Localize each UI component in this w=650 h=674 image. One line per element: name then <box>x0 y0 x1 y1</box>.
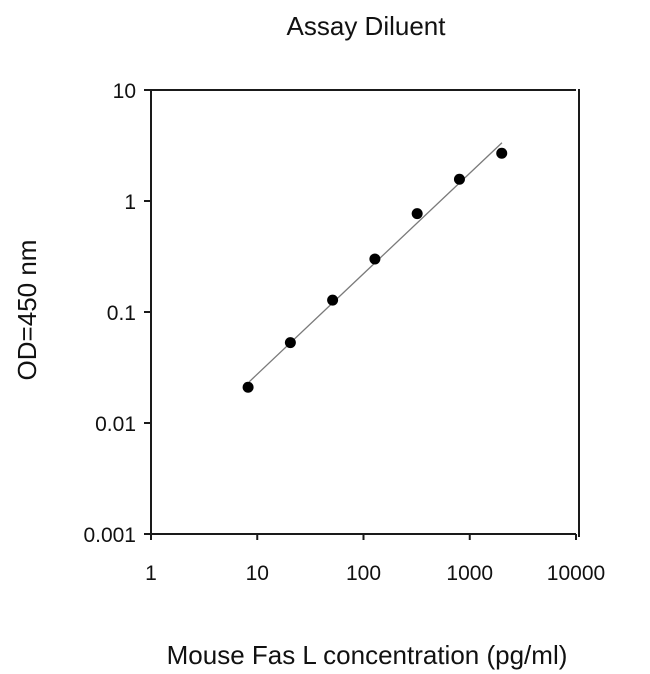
x-tick-label: 100 <box>346 562 381 585</box>
data-point <box>453 173 465 185</box>
data-point <box>242 381 254 393</box>
y-tick-label: 0.1 <box>107 302 136 325</box>
data-points <box>242 147 508 393</box>
x-tick-label: 1000 <box>446 562 493 585</box>
x-tick-label: 10 <box>246 562 269 585</box>
chart-title: Assay Diluent <box>287 11 447 41</box>
data-point <box>284 337 296 349</box>
x-tick-label: 10000 <box>547 562 605 585</box>
data-point <box>496 147 508 159</box>
y-tick-label: 10 <box>113 80 136 103</box>
data-point <box>369 253 381 265</box>
y-tick-label: 0.01 <box>95 413 136 436</box>
data-point <box>327 294 339 306</box>
x-axis-label: Mouse Fas L concentration (pg/ml) <box>167 640 568 670</box>
plot-frame <box>146 89 580 538</box>
y-tick-label: 1 <box>124 191 136 214</box>
y-axis-label: OD=450 nm <box>12 240 42 381</box>
y-axis-ticks: 0.001 0.01 0.1 1 10 <box>83 80 151 547</box>
x-axis-ticks: 1 10 100 1000 10000 <box>145 534 605 585</box>
x-tick-label: 1 <box>145 562 157 585</box>
data-point <box>411 208 423 220</box>
y-tick-label: 0.001 <box>83 524 136 547</box>
